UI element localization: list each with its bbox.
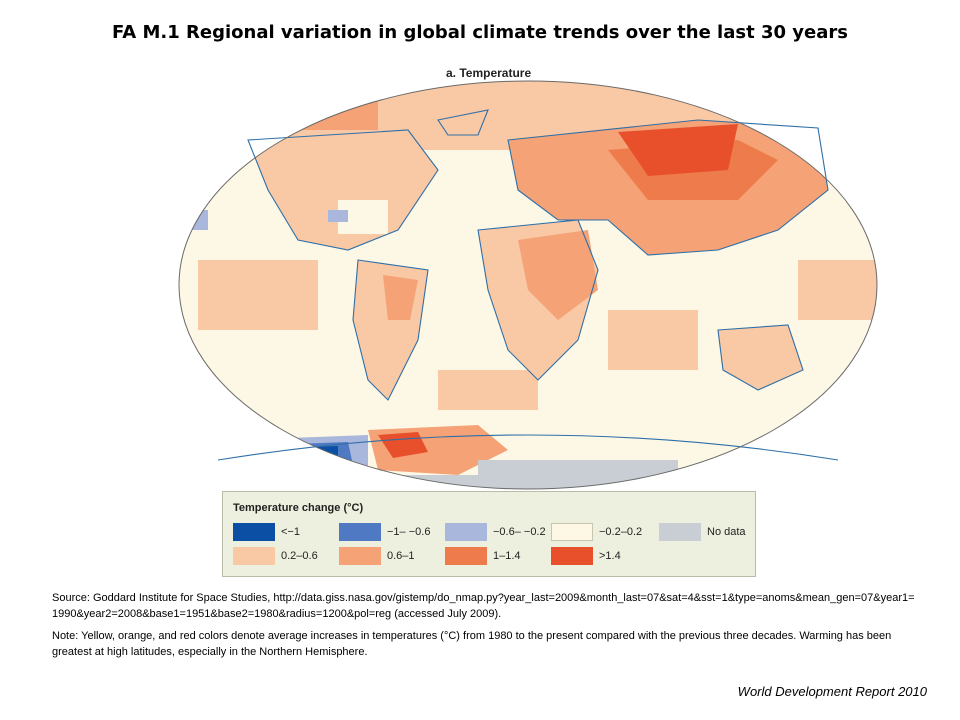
legend-label: <−1 — [281, 526, 300, 538]
note-text: Note: Yellow, orange, and red colors den… — [52, 630, 892, 658]
legend-item: −0.2–0.2 — [551, 523, 642, 541]
legend-swatch — [551, 547, 593, 565]
eurasia-coastline — [507, 119, 829, 256]
australia-warm — [718, 325, 803, 390]
legend-item: >1.4 — [551, 547, 621, 565]
legend-swatch — [233, 547, 275, 565]
legend-swatch — [551, 523, 593, 541]
alaska-canada-hotspot — [218, 94, 378, 130]
legend-item: <−1 — [233, 523, 300, 541]
map-layers — [179, 81, 877, 489]
arctic-siberia-warm — [698, 88, 858, 108]
legend-label: −1– −0.6 — [387, 526, 431, 538]
antarctica-coastline — [217, 434, 839, 461]
arctic-canada-max — [238, 98, 318, 118]
credit-line: World Development Report 2010 — [737, 684, 927, 699]
north-america-coastline — [247, 129, 439, 251]
legend-item: −0.6– −0.2 — [445, 523, 546, 541]
world-map-svg — [178, 80, 878, 490]
canada-cool-patch — [328, 210, 348, 222]
source-notes: Source: Goddard Institute for Space Stud… — [52, 590, 916, 666]
legend-item: 0.6–1 — [339, 547, 415, 565]
legend-swatch — [445, 547, 487, 565]
legend-item: 1–1.4 — [445, 547, 521, 565]
panel-title: a. Temperature — [446, 66, 532, 80]
amazon-hotspot — [383, 275, 418, 320]
legend-label: 0.2–0.6 — [281, 550, 318, 562]
legend-item: No data — [659, 523, 746, 541]
australia-coastline — [717, 324, 804, 391]
legend-swatch — [445, 523, 487, 541]
coastlines — [217, 109, 839, 461]
west-pacific-warm — [798, 260, 877, 320]
legend: Temperature change (°C) <−1 −1– −0.6 −0.… — [222, 491, 756, 577]
legend-title: Temperature change (°C) — [233, 502, 364, 514]
source-text: Source: Goddard Institute for Space Stud… — [52, 592, 915, 620]
legend-label: 0.6–1 — [387, 550, 415, 562]
temperature-map — [178, 80, 878, 490]
south-atlantic-warm — [438, 370, 538, 410]
legend-label: 1–1.4 — [493, 550, 521, 562]
legend-swatch — [659, 523, 701, 541]
indian-ocean-warm — [608, 310, 698, 370]
legend-label: −0.6– −0.2 — [493, 526, 546, 538]
legend-swatch — [233, 523, 275, 541]
legend-label: −0.2–0.2 — [599, 526, 643, 538]
legend-label: No data — [707, 526, 746, 538]
greenland-coastline — [437, 109, 489, 136]
legend-label: >1.4 — [599, 550, 621, 562]
siberia-max-hotspot — [618, 124, 738, 176]
legend-item: −1– −0.6 — [339, 523, 430, 541]
antarctic-cool-mid — [268, 442, 353, 468]
pacific-warm-patch — [198, 260, 318, 330]
africa-coastline — [477, 219, 599, 381]
south-pole-no-data — [179, 475, 877, 489]
legend-item: 0.2–0.6 — [233, 547, 318, 565]
legend-swatch — [339, 523, 381, 541]
globe-outline — [178, 80, 878, 490]
figure-title: FA M.1 Regional variation in global clim… — [112, 22, 848, 43]
south-america-coastline — [352, 259, 429, 401]
sahara-hotspot — [518, 230, 598, 320]
north-america-warm — [248, 130, 438, 250]
legend-swatch — [339, 547, 381, 565]
